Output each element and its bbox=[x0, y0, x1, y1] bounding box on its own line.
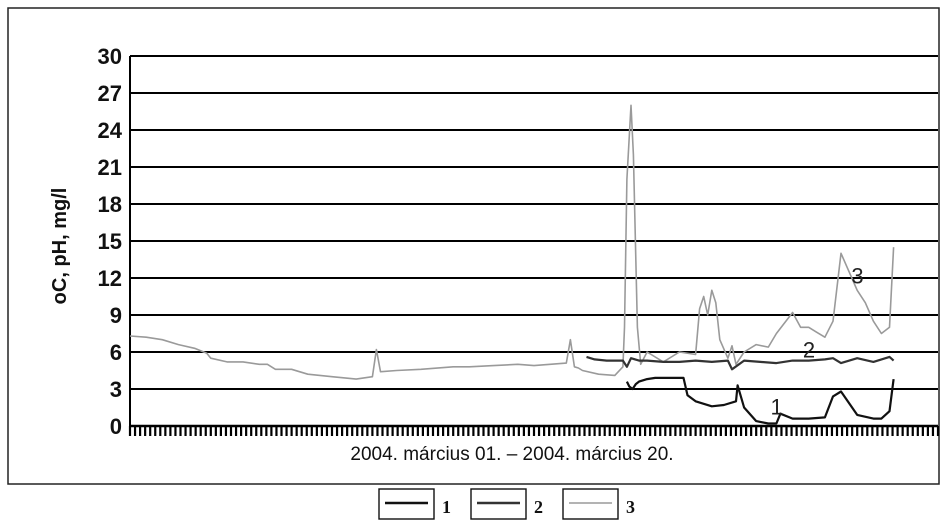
series-annotations: 1 2 3 bbox=[771, 264, 864, 420]
series-line-2 bbox=[586, 355, 895, 371]
legend-box-3 bbox=[562, 488, 619, 520]
series-annotation-1: 1 bbox=[771, 394, 783, 419]
legend-label-1: 1 bbox=[442, 497, 451, 517]
grid-lines bbox=[129, 55, 938, 428]
y-tick-label: 15 bbox=[98, 229, 122, 254]
y-tick-label: 9 bbox=[110, 303, 122, 328]
y-tick-label: 12 bbox=[98, 266, 122, 291]
y-tick-labels: 0 3 6 9 12 15 18 21 24 27 30 bbox=[98, 44, 123, 439]
series-line-1 bbox=[625, 376, 895, 425]
y-tick-label: 3 bbox=[110, 377, 122, 402]
y-tick-label: 18 bbox=[98, 192, 122, 217]
chart-frame bbox=[7, 7, 940, 485]
series-lines bbox=[129, 104, 895, 425]
legend-label-2: 2 bbox=[534, 497, 543, 517]
y-tick-label: 30 bbox=[98, 44, 122, 69]
x-axis-label: 2004. március 01. – 2004. március 20. bbox=[350, 444, 673, 465]
y-tick-label: 21 bbox=[98, 155, 122, 180]
series-annotation-2: 2 bbox=[803, 338, 815, 363]
series-annotation-3: 3 bbox=[851, 264, 863, 289]
legend: 1 2 3 bbox=[378, 488, 635, 520]
y-tick-label: 27 bbox=[98, 81, 122, 106]
y-tick-label: 0 bbox=[110, 414, 122, 439]
series-line-3 bbox=[129, 104, 895, 380]
y-tick-label: 24 bbox=[98, 118, 123, 143]
x-tick-marks bbox=[128, 426, 940, 436]
y-tick-label: 6 bbox=[110, 340, 122, 365]
y-axis-label: oC, pH, mg/l bbox=[49, 188, 71, 305]
legend-label-3: 3 bbox=[626, 497, 635, 517]
